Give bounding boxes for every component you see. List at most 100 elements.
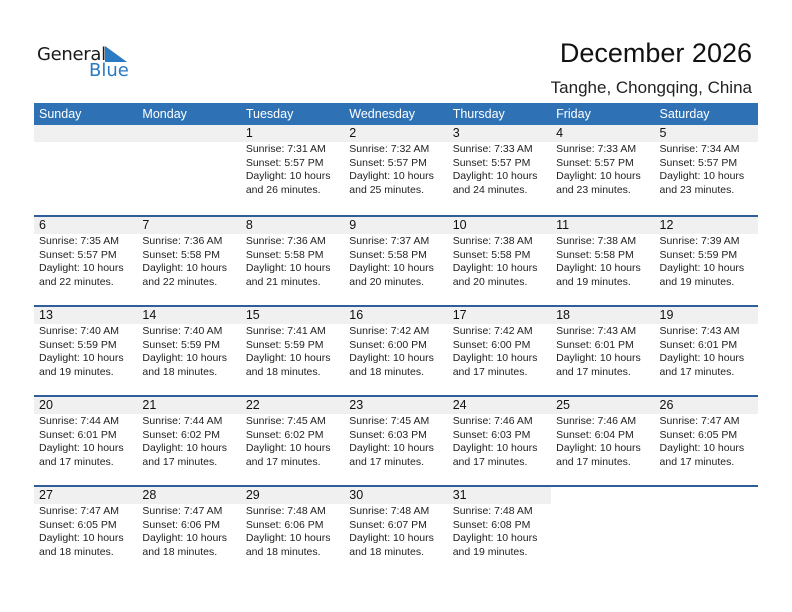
empty-cell — [655, 487, 758, 575]
day-number: 27 — [34, 487, 138, 504]
sunset: Sunset: 6:00 PM — [349, 338, 427, 351]
empty-cell — [137, 125, 241, 215]
daylight: Daylight: 10 hours — [349, 532, 434, 544]
daylight-minutes: and 18 minutes. — [142, 545, 218, 558]
sunset: Sunset: 5:59 PM — [245, 338, 324, 351]
day-cell: 14 Sunrise: 7:40 AM Sunset: 5:59 PM Dayligh… — [137, 307, 241, 395]
daylight: Daylight: 10 hours — [39, 352, 124, 364]
daylight: Daylight: 10 hours — [39, 442, 124, 454]
sunrise: Sunrise: 7:45 AM — [349, 415, 430, 427]
sunrise: Sunrise: 7:39 AM — [659, 235, 740, 247]
sunset: Sunset: 6:00 PM — [452, 338, 531, 351]
sunset: Sunset: 6:06 PM — [142, 518, 221, 531]
day-cell: 9 Sunrise: 7:37 AM Sunset: 5:58 PM Daylight… — [344, 217, 448, 305]
daylight: Daylight: 10 hours — [452, 170, 538, 182]
sunrise: Sunrise: 7:46 AM — [452, 415, 533, 427]
day-number: 2 — [344, 125, 448, 142]
day-cell: 5 Sunrise: 7:34 AM Sunset: 5:57 PM Daylight… — [654, 125, 758, 215]
sunset: Sunset: 6:02 PM — [142, 428, 221, 441]
logo-text-blue: Blue — [89, 60, 129, 81]
daylight: Daylight: 10 hours — [39, 262, 124, 274]
sunset: Sunset: 5:59 PM — [39, 338, 117, 351]
week-row: 13 Sunrise: 7:40 AM Sunset: 5:59 PM Dayligh… — [34, 305, 758, 395]
day-cell: 2 Sunrise: 7:32 AM Sunset: 5:57 PM Daylight… — [344, 125, 448, 215]
day-number: 17 — [447, 307, 552, 324]
daylight-minutes: and 26 minutes. — [245, 183, 321, 196]
daylight-minutes: and 21 minutes. — [245, 275, 321, 288]
sunrise: Sunrise: 7:43 AM — [659, 325, 740, 337]
daylight: Daylight: 10 hours — [245, 532, 331, 544]
sunset: Sunset: 6:06 PM — [245, 518, 324, 531]
day-number: 5 — [654, 125, 758, 142]
daylight: Daylight: 10 hours — [452, 442, 538, 454]
day-cell: 19 Sunrise: 7:43 AM Sunset: 6:01 PM Dayligh… — [654, 307, 758, 395]
day-number: 6 — [34, 217, 138, 234]
daylight: Daylight: 10 hours — [245, 262, 331, 274]
daylight-minutes: and 22 minutes. — [142, 275, 218, 288]
daylight: Daylight: 10 hours — [39, 532, 124, 544]
week-row: 20 Sunrise: 7:44 AM Sunset: 6:01 PM Dayligh… — [34, 395, 758, 485]
sunset: Sunset: 5:58 PM — [556, 248, 634, 261]
day-number: 21 — [137, 397, 241, 414]
day-number: 14 — [137, 307, 241, 324]
daylight-minutes: and 17 minutes. — [39, 455, 114, 468]
daylight-minutes: and 17 minutes. — [556, 455, 631, 468]
day-cell: 31 Sunrise: 7:48 AM Sunset: 6:08 PM Dayligh… — [447, 487, 552, 575]
daylight-minutes: and 17 minutes. — [556, 365, 631, 378]
day-cell: 11 Sunrise: 7:38 AM Sunset: 5:58 PM Dayligh… — [551, 217, 655, 305]
weekday-monday: Monday — [142, 107, 187, 121]
day-number: 16 — [344, 307, 448, 324]
weekday-sunday: Sunday — [39, 107, 82, 121]
day-cell: 15 Sunrise: 7:41 AM Sunset: 5:59 PM Dayligh… — [240, 307, 345, 395]
daylight: Daylight: 10 hours — [142, 532, 228, 544]
sunrise: Sunrise: 7:45 AM — [245, 415, 326, 427]
day-number: 23 — [344, 397, 448, 414]
day-cell: 21 Sunrise: 7:44 AM Sunset: 6:02 PM Dayligh… — [137, 397, 241, 485]
day-cell: 6 Sunrise: 7:35 AM Sunset: 5:57 PM Daylight… — [34, 217, 138, 305]
sunset: Sunset: 5:58 PM — [142, 248, 221, 261]
day-cell: 26 Sunrise: 7:47 AM Sunset: 6:05 PM Dayligh… — [654, 397, 758, 485]
sunset: Sunset: 6:01 PM — [556, 338, 634, 351]
daylight-minutes: and 18 minutes. — [349, 545, 424, 558]
sunset: Sunset: 6:05 PM — [659, 428, 738, 441]
day-number: 1 — [240, 125, 345, 142]
daylight-minutes: and 19 minutes. — [556, 275, 631, 288]
day-number: 9 — [344, 217, 448, 234]
sunrise: Sunrise: 7:38 AM — [556, 235, 637, 247]
sunrise: Sunrise: 7:47 AM — [142, 505, 223, 517]
daylight-minutes: and 17 minutes. — [452, 365, 528, 378]
calendar-grid: Sunday Monday Tuesday Wednesday Thursday Frid… — [34, 103, 758, 575]
day-cell: 24 Sunrise: 7:46 AM Sunset: 6:03 PM Dayligh… — [447, 397, 552, 485]
daylight-minutes: and 17 minutes. — [349, 455, 424, 468]
day-number: 18 — [551, 307, 655, 324]
sunrise: Sunrise: 7:48 AM — [452, 505, 533, 517]
daylight: Daylight: 10 hours — [556, 170, 641, 182]
day-cell: 25 Sunrise: 7:46 AM Sunset: 6:04 PM Dayligh… — [551, 397, 655, 485]
day-number: 24 — [447, 397, 552, 414]
day-cell: 17 Sunrise: 7:42 AM Sunset: 6:00 PM Dayligh… — [447, 307, 552, 395]
daylight-minutes: and 20 minutes. — [349, 275, 424, 288]
sunset: Sunset: 6:03 PM — [452, 428, 531, 441]
sunrise: Sunrise: 7:33 AM — [556, 143, 637, 155]
sunrise: Sunrise: 7:42 AM — [349, 325, 430, 337]
daylight: Daylight: 10 hours — [142, 352, 228, 364]
day-cell: 13 Sunrise: 7:40 AM Sunset: 5:59 PM Dayligh… — [34, 307, 138, 395]
daylight: Daylight: 10 hours — [245, 442, 331, 454]
sunrise: Sunrise: 7:40 AM — [142, 325, 223, 337]
sunset: Sunset: 5:57 PM — [556, 156, 634, 169]
sunrise: Sunrise: 7:48 AM — [245, 505, 326, 517]
sunrise: Sunrise: 7:44 AM — [142, 415, 223, 427]
daylight: Daylight: 10 hours — [556, 262, 641, 274]
day-cell: 4 Sunrise: 7:33 AM Sunset: 5:57 PM Daylight… — [551, 125, 655, 215]
daylight-minutes: and 18 minutes. — [349, 365, 424, 378]
daylight: Daylight: 10 hours — [142, 262, 228, 274]
sunrise: Sunrise: 7:33 AM — [452, 143, 533, 155]
logo: General Blue — [37, 44, 129, 81]
daylight-minutes: and 23 minutes. — [556, 183, 631, 196]
weekday-tuesday: Tuesday — [245, 107, 294, 121]
sunset: Sunset: 6:08 PM — [452, 518, 531, 531]
daylight: Daylight: 10 hours — [349, 262, 434, 274]
day-number: 13 — [34, 307, 138, 324]
sunset: Sunset: 6:01 PM — [659, 338, 738, 351]
day-cell: 7 Sunrise: 7:36 AM Sunset: 5:58 PM Daylight… — [137, 217, 241, 305]
